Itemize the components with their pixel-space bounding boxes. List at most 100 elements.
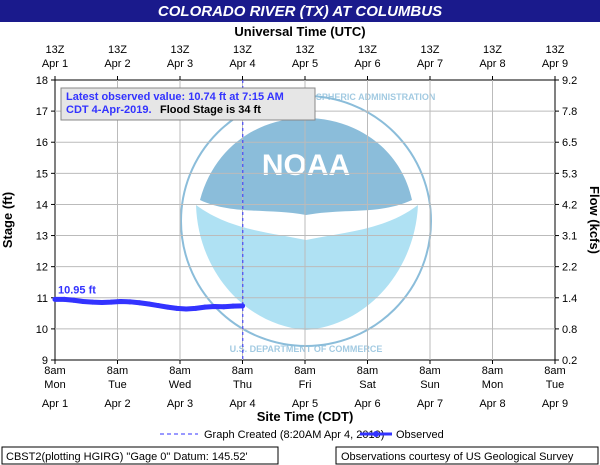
annotation-line2-black: Flood Stage is 34 ft [160, 104, 261, 116]
x-bottom-tick-date: Apr 7 [417, 398, 443, 410]
observed-point [183, 306, 189, 312]
x-top-tick-time: 13Z [358, 44, 377, 56]
observed-point [136, 300, 142, 306]
series-layer: 10.95 ft [52, 80, 245, 360]
x-top-tick-date: Apr 8 [479, 58, 505, 70]
x-top-tick-date: Apr 4 [229, 58, 255, 70]
noaa-watermark: NOAA NATIONAL OCEANIC AND ATMOSPHERIC AD… [177, 92, 436, 354]
x-top-tick-time: 13Z [171, 44, 190, 56]
x-bottom-tick-date: Apr 3 [167, 398, 193, 410]
y2-tick-label: 5.3 [562, 168, 577, 180]
x-bottom-tick-day: Fri [299, 379, 312, 391]
chart-title: COLORADO RIVER (TX) AT COLUMBUS [158, 3, 442, 20]
x-bottom-tick-date: Apr 9 [542, 398, 568, 410]
observed-point [71, 297, 77, 303]
noaa-center-text: NOAA [262, 149, 350, 182]
x-bottom-tick-day: Mon [482, 379, 503, 391]
grid-lines [55, 80, 555, 360]
observed-point [202, 304, 208, 310]
observed-point [230, 303, 236, 309]
x-top-tick-time: 13Z [46, 44, 65, 56]
observed-point [127, 299, 133, 305]
x-bottom-tick-time: 8am [419, 365, 440, 377]
x-bottom-tick-time: 8am [482, 365, 503, 377]
y-tick-label: 11 [37, 293, 48, 305]
x-top-tick-time: 13Z [108, 44, 127, 56]
x-top-tick-date: Apr 3 [167, 58, 193, 70]
title-bar [0, 0, 600, 22]
annotation-line1: Latest observed value: 10.74 ft at 7:15 … [66, 91, 284, 103]
annotation-line2-blue: CDT 4-Apr-2019. [66, 104, 152, 116]
y-tick-label: 15 [36, 168, 48, 180]
y-axis-title: Stage (ft) [0, 192, 15, 248]
y2-axis-ticks: 0.2 0.8 1.4 2.2 3.1 4.2 5.3 6.5 7.8 9.2 [555, 75, 577, 367]
legend-graph-created-label: Graph Created (8:20AM Apr 4, 2019) [204, 429, 384, 441]
y2-axis-title: Flow (kcfs) [587, 186, 600, 254]
x-bottom-tick-time: 8am [107, 365, 128, 377]
observed-point [118, 299, 124, 305]
observed-point [99, 299, 105, 305]
footer-left-text: CBST2(plotting HGIRG) "Gage 0" Datum: 14… [6, 451, 248, 463]
x-bottom-tick-time: 8am [357, 365, 378, 377]
observed-point [211, 303, 217, 309]
x-bottom-tick-time: 8am [44, 365, 65, 377]
y2-tick-label: 4.2 [562, 199, 577, 211]
observed-point [108, 299, 114, 305]
observed-point [146, 301, 152, 307]
y2-tick-label: 2.2 [562, 262, 577, 274]
x-bottom-tick-date: Apr 1 [42, 398, 68, 410]
observed-point [52, 296, 58, 302]
x-bottom-tick-date: Apr 5 [292, 398, 318, 410]
x-top-tick-date: Apr 6 [354, 58, 380, 70]
noaa-bird-bottom [196, 205, 418, 330]
annotation-line2: CDT 4-Apr-2019. Flood Stage is 34 ft [66, 100, 261, 117]
x-top-tick-date: Apr 5 [292, 58, 318, 70]
x-bottom-tick-day: Mon [44, 379, 65, 391]
x-top-tick-time: 13Z [421, 44, 440, 56]
y2-tick-label: 0.8 [562, 324, 577, 336]
x-top-tick-time: 13Z [483, 44, 502, 56]
y2-tick-label: 6.5 [562, 137, 577, 149]
legend-observed-marker [373, 431, 379, 437]
footer-right-box [335, 446, 599, 465]
observed-point [240, 303, 245, 309]
observed-point [90, 299, 95, 305]
latest-value-annotation: Latest observed value: 10.74 ft at 7:15 … [60, 87, 316, 121]
x-top-tick-date: Apr 2 [104, 58, 130, 70]
x-top-tick-time: 13Z [546, 44, 565, 56]
observed-point [221, 304, 227, 310]
y2-tick-label: 7.8 [562, 106, 577, 118]
y-tick-label: 16 [36, 137, 48, 149]
footer-left-box [1, 446, 279, 465]
y-tick-label: 18 [36, 75, 48, 87]
y-tick-label: 14 [36, 199, 48, 211]
x-axis-title: Site Time (CDT) [257, 409, 354, 424]
footer: CBST2(plotting HGIRG) "Gage 0" Datum: 14… [1, 446, 599, 465]
x-bottom-tick-day: Tue [108, 379, 127, 391]
x-bottom-tick-day: Tue [546, 379, 565, 391]
x-bottom-tick-time: 8am [544, 365, 565, 377]
observed-point [174, 305, 180, 311]
y-tick-label: 13 [36, 231, 48, 243]
y2-tick-label: 1.4 [562, 293, 577, 305]
top-axis-title: Universal Time (UTC) [234, 24, 365, 39]
y-tick-label: 10 [36, 324, 48, 336]
observed-point [165, 304, 170, 310]
x-bottom-tick-time: 8am [232, 365, 253, 377]
y-axis-ticks: 9 10 11 12 13 14 15 16 17 18 [36, 75, 55, 367]
x-bottom-tick-date: Apr 8 [479, 398, 505, 410]
observed-point [80, 299, 86, 305]
y-tick-label: 17 [36, 106, 48, 118]
y-tick-label: 12 [36, 262, 48, 274]
x-top-tick-time: 13Z [233, 44, 252, 56]
y-tick-label: 9 [42, 355, 48, 367]
x-top-tick-date: Apr 1 [42, 58, 68, 70]
x-bottom-tick-date: Apr 2 [104, 398, 130, 410]
legend: Graph Created (8:20AM Apr 4, 2019) Obser… [160, 429, 444, 441]
watermark-bottom-text: U.S. DEPARTMENT OF COMMERCE [230, 344, 383, 354]
x-bottom-tick-day: Thu [233, 379, 252, 391]
x-bottom-tick-day: Sat [359, 379, 376, 391]
x-top-tick-date: Apr 7 [417, 58, 443, 70]
x-bottom-tick-time: 8am [169, 365, 190, 377]
